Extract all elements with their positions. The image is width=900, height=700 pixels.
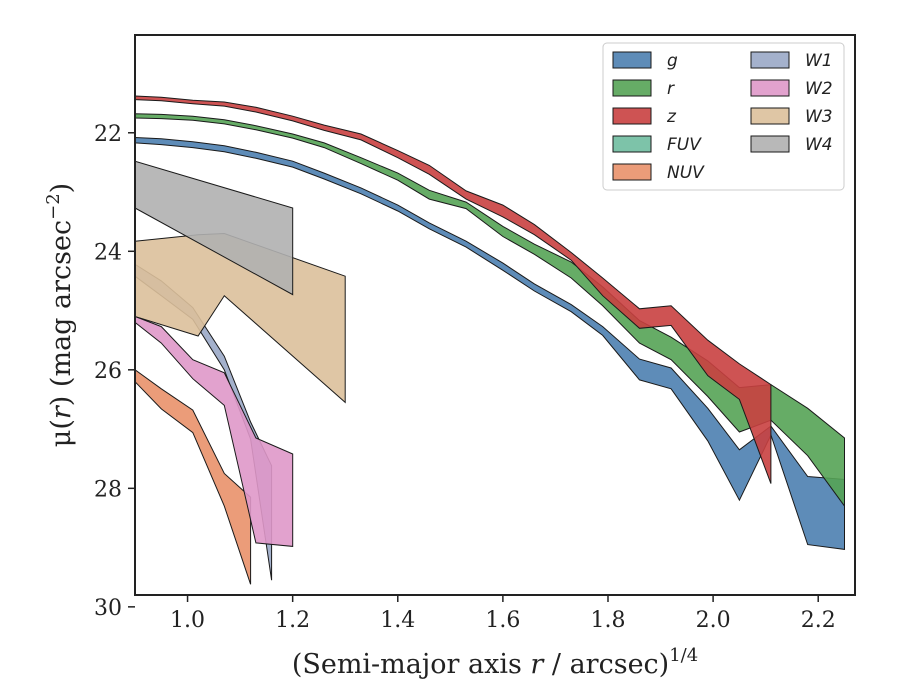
legend-label-nuv: NUV xyxy=(667,163,705,183)
legend-label-z: z xyxy=(666,107,677,127)
x-tick-label: 2.2 xyxy=(801,608,836,633)
legend-label-w2: W2 xyxy=(805,79,833,99)
legend-label-w4: W4 xyxy=(805,135,833,155)
legend-label-w1: W1 xyxy=(805,51,833,71)
y-axis-label-rest: ) (mag arcsec xyxy=(46,220,77,406)
x-tick-label: 1.0 xyxy=(170,608,205,633)
x-tick-label: 1.6 xyxy=(485,608,520,633)
x-tick-label: 1.4 xyxy=(380,608,415,633)
y-tick-label: 24 xyxy=(94,240,122,265)
x-tick-label: 2.0 xyxy=(696,608,731,633)
band-w4 xyxy=(135,160,294,296)
x-tick-label: 1.8 xyxy=(590,608,625,633)
band-w2 xyxy=(135,315,294,547)
band-z xyxy=(135,95,772,484)
x-axis-label-main: (Semi-major axis xyxy=(292,649,531,680)
y-axis-label-main: μ( xyxy=(46,419,77,447)
y-tick-label: 26 xyxy=(94,359,122,384)
legend-swatch-w3 xyxy=(750,107,790,125)
legend-swatch-w2 xyxy=(750,79,790,97)
x-axis-label-rest: / arcsec) xyxy=(543,649,669,680)
x-axis: 1.0 1.2 1.4 1.6 1.8 2.0 2.2 xyxy=(170,595,836,633)
y-axis-label-end: ) xyxy=(46,183,77,194)
x-axis-label: (Semi-major axis r / arcsec)1/4 xyxy=(292,645,698,680)
y-axis-label: μ(r) (mag arcsec−2) xyxy=(43,183,77,447)
legend-swatch-z xyxy=(612,107,652,125)
y-axis-label-exponent: −2 xyxy=(43,193,64,220)
y-axis-label-var: r xyxy=(46,404,77,419)
band-nuv xyxy=(135,369,252,585)
legend-swatch-fuv xyxy=(612,135,652,153)
y-tick-label: 30 xyxy=(94,596,122,621)
y-axis: 22 24 26 28 30 xyxy=(94,122,135,621)
legend-swatch-w4 xyxy=(750,135,790,153)
legend-label-w3: W3 xyxy=(805,107,833,127)
x-axis-label-var: r xyxy=(530,649,545,680)
y-tick-label: 22 xyxy=(94,122,122,147)
legend-label-g: g xyxy=(667,51,678,71)
legend: grz FUV NUV W1 W2 W3 W4 xyxy=(602,42,845,191)
x-tick-label: 1.2 xyxy=(275,608,310,633)
legend-label-fuv: FUV xyxy=(667,135,702,155)
series-bands xyxy=(135,95,845,585)
legend-swatch-nuv xyxy=(612,163,652,181)
legend-swatch-r xyxy=(612,79,652,97)
band-g xyxy=(135,136,845,550)
y-tick-label: 28 xyxy=(94,477,122,502)
legend-label-r: r xyxy=(667,79,675,99)
x-axis-label-exponent: 1/4 xyxy=(669,645,698,666)
plot-frame xyxy=(134,34,856,596)
legend-swatch-g xyxy=(612,51,652,69)
band-r xyxy=(135,113,845,508)
legend-swatch-w1 xyxy=(750,51,790,69)
